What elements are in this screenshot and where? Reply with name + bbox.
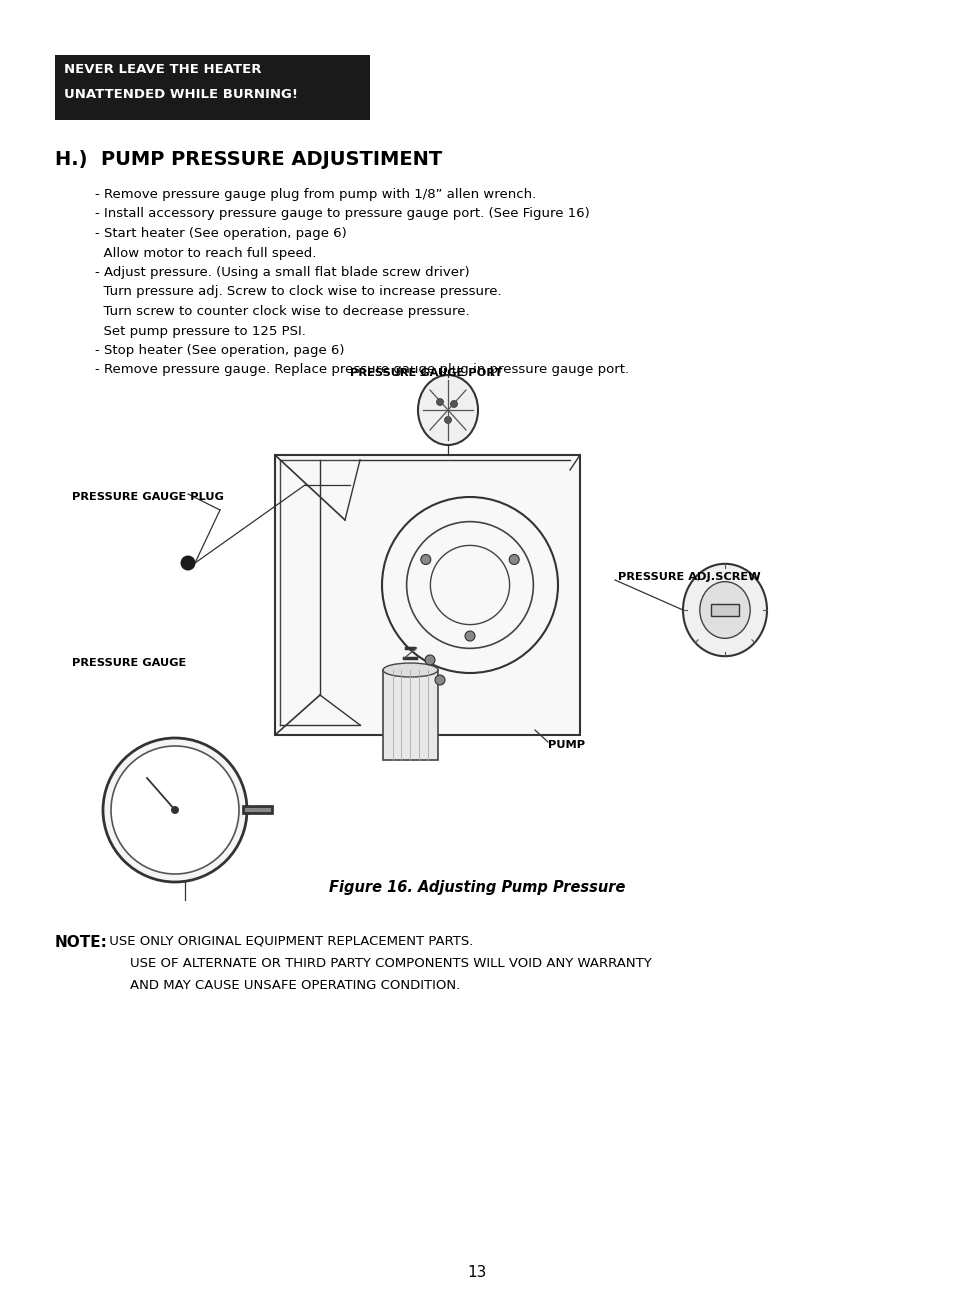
Bar bbox=[55, 55, 370, 121]
Circle shape bbox=[444, 417, 451, 423]
Ellipse shape bbox=[417, 375, 477, 445]
Text: PUMP: PUMP bbox=[547, 740, 584, 751]
Text: PRESSURE GAUGE: PRESSURE GAUGE bbox=[71, 658, 186, 668]
Circle shape bbox=[509, 554, 518, 565]
Circle shape bbox=[464, 631, 475, 641]
Circle shape bbox=[424, 655, 435, 665]
Circle shape bbox=[435, 675, 444, 685]
Circle shape bbox=[103, 738, 247, 882]
Text: - Start heater (See operation, page 6): - Start heater (See operation, page 6) bbox=[95, 227, 346, 240]
Ellipse shape bbox=[700, 582, 749, 638]
Text: Turn screw to counter clock wise to decrease pressure.: Turn screw to counter clock wise to decr… bbox=[95, 305, 469, 318]
Text: H.)  PUMP PRESSURE ADJUSTIMENT: H.) PUMP PRESSURE ADJUSTIMENT bbox=[55, 151, 442, 169]
Text: - Remove pressure gauge. Replace pressure gauge plug in pressure gauge port.: - Remove pressure gauge. Replace pressur… bbox=[95, 363, 628, 376]
Text: Figure 16. Adjusting Pump Pressure: Figure 16. Adjusting Pump Pressure bbox=[329, 880, 624, 895]
Text: NOTE:: NOTE: bbox=[55, 935, 108, 950]
Text: Set pump pressure to 125 PSI.: Set pump pressure to 125 PSI. bbox=[95, 325, 306, 338]
Text: - Install accessory pressure gauge to pressure gauge port. (See Figure 16): - Install accessory pressure gauge to pr… bbox=[95, 207, 589, 220]
Bar bbox=[382, 669, 437, 760]
Bar bbox=[710, 604, 739, 616]
Text: AND MAY CAUSE UNSAFE OPERATING CONDITION.: AND MAY CAUSE UNSAFE OPERATING CONDITION… bbox=[130, 979, 459, 992]
Circle shape bbox=[111, 745, 239, 874]
Text: - Stop heater (See operation, page 6): - Stop heater (See operation, page 6) bbox=[95, 345, 344, 358]
Text: Turn pressure adj. Screw to clock wise to increase pressure.: Turn pressure adj. Screw to clock wise t… bbox=[95, 286, 501, 299]
Circle shape bbox=[436, 398, 443, 406]
Text: 13: 13 bbox=[467, 1265, 486, 1280]
Text: PRESSURE GAUGE PORT: PRESSURE GAUGE PORT bbox=[350, 368, 502, 379]
Ellipse shape bbox=[382, 663, 437, 677]
Text: - Remove pressure gauge plug from pump with 1/8” allen wrench.: - Remove pressure gauge plug from pump w… bbox=[95, 189, 536, 200]
Circle shape bbox=[180, 555, 195, 570]
Text: NEVER LEAVE THE HEATER: NEVER LEAVE THE HEATER bbox=[64, 63, 261, 76]
Text: USE OF ALTERNATE OR THIRD PARTY COMPONENTS WILL VOID ANY WARRANTY: USE OF ALTERNATE OR THIRD PARTY COMPONEN… bbox=[130, 958, 651, 969]
Circle shape bbox=[420, 554, 431, 565]
Text: Allow motor to reach full speed.: Allow motor to reach full speed. bbox=[95, 246, 316, 259]
Text: UNATTENDED WHILE BURNING!: UNATTENDED WHILE BURNING! bbox=[64, 88, 297, 101]
Text: - Adjust pressure. (Using a small flat blade screw driver): - Adjust pressure. (Using a small flat b… bbox=[95, 266, 469, 279]
Ellipse shape bbox=[682, 563, 766, 656]
Circle shape bbox=[450, 401, 457, 407]
Bar bbox=[274, 455, 579, 735]
Text: PRESSURE GAUGE PLUG: PRESSURE GAUGE PLUG bbox=[71, 493, 224, 502]
Circle shape bbox=[171, 806, 179, 814]
Text: USE ONLY ORIGINAL EQUIPMENT REPLACEMENT PARTS.: USE ONLY ORIGINAL EQUIPMENT REPLACEMENT … bbox=[105, 935, 473, 948]
Text: PRESSURE ADJ.SCREW: PRESSURE ADJ.SCREW bbox=[618, 572, 760, 582]
